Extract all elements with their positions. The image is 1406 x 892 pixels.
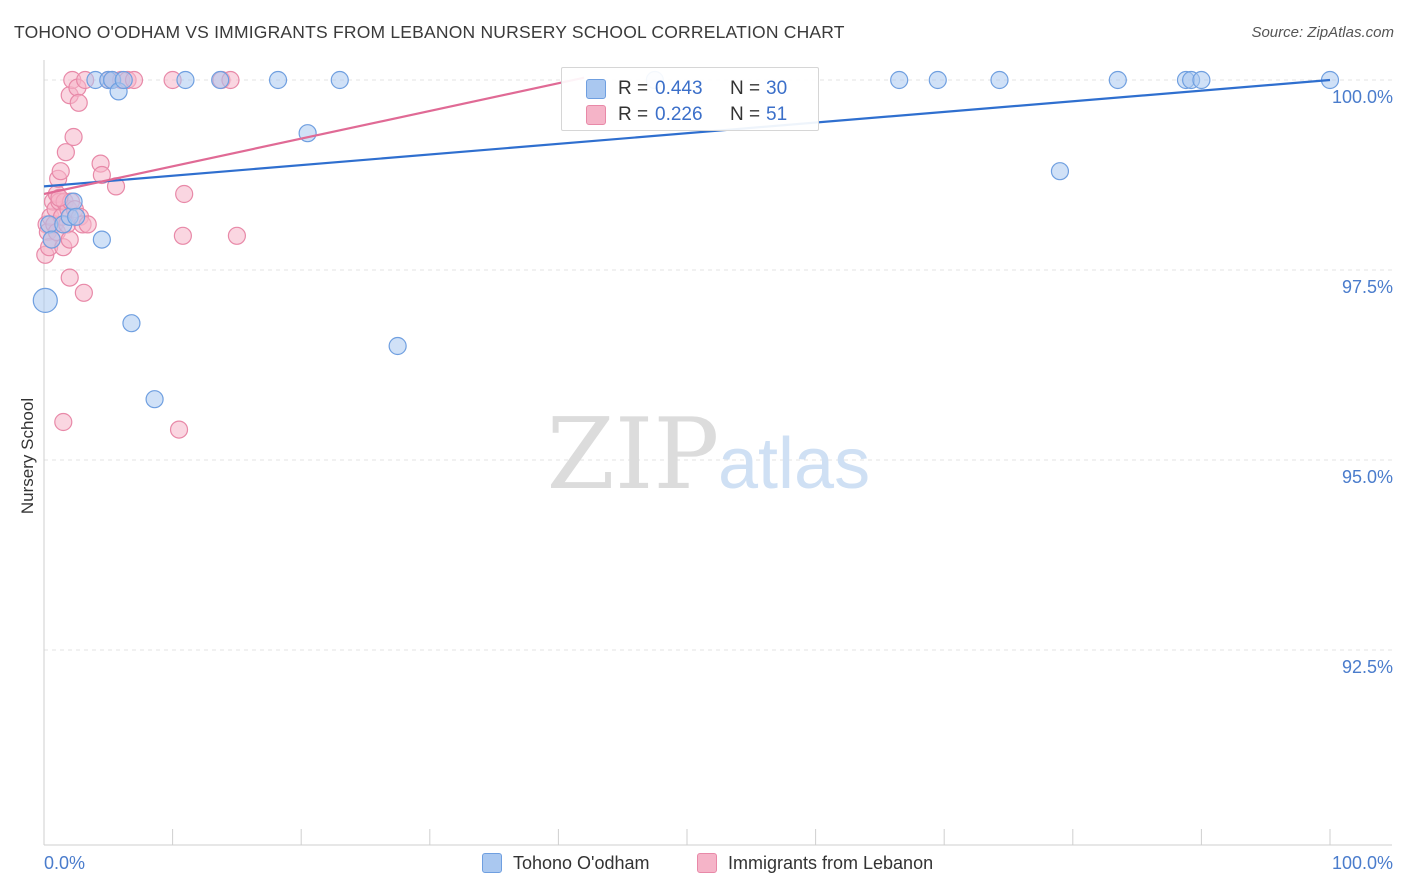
tohono-point[interactable]: [64, 192, 83, 211]
blue-swatch-icon: [482, 853, 502, 873]
tohono-point[interactable]: [122, 314, 141, 333]
tohono-point[interactable]: [145, 390, 164, 409]
y-tick-label: 95.0%: [1342, 467, 1393, 487]
tohono-point[interactable]: [388, 336, 407, 356]
r-value: 0.226: [655, 104, 703, 125]
tohono-point[interactable]: [1108, 70, 1127, 90]
source-credit: Source: ZipAtlas.com: [1251, 24, 1394, 41]
lebanon-point[interactable]: [227, 226, 246, 245]
tohono-trendline: [43, 78, 1331, 188]
lebanon-point[interactable]: [56, 143, 75, 162]
n-value: 51: [766, 104, 788, 125]
lebanon-point[interactable]: [173, 226, 192, 245]
lebanon-point[interactable]: [169, 420, 189, 439]
watermark-atlas: atlas: [718, 424, 870, 504]
blue-swatch-icon: [586, 79, 606, 99]
tohono-point[interactable]: [990, 70, 1009, 90]
tohono-point[interactable]: [928, 70, 947, 90]
r-label: R =: [618, 78, 649, 99]
tohono-point[interactable]: [42, 230, 61, 249]
tohono-point[interactable]: [114, 70, 133, 90]
y-tick-label: 100.0%: [1332, 87, 1393, 107]
lebanon-point[interactable]: [64, 127, 83, 147]
lebanon-point[interactable]: [92, 165, 111, 185]
lebanon-point[interactable]: [74, 283, 93, 302]
x-tick-label-min: 0.0%: [44, 853, 85, 873]
tohono-point[interactable]: [890, 70, 909, 90]
lebanon-point[interactable]: [60, 268, 79, 287]
chart-title: TOHONO O'ODHAM VS IMMIGRANTS FROM LEBANO…: [14, 22, 845, 42]
tohono-point[interactable]: [330, 70, 349, 90]
points-layer: [32, 70, 1340, 439]
tohono-point[interactable]: [176, 70, 195, 90]
lebanon-point[interactable]: [175, 184, 194, 204]
tohono-point[interactable]: [67, 207, 86, 226]
trend-layer: [43, 76, 1331, 196]
tohono-point[interactable]: [211, 70, 230, 90]
lebanon-point[interactable]: [54, 412, 73, 432]
lebanon-point[interactable]: [69, 93, 88, 112]
lebanon-point[interactable]: [51, 162, 70, 181]
pink-swatch-icon: [586, 105, 606, 125]
r-value: 0.443: [655, 78, 703, 99]
grid-layer: [44, 79, 1392, 651]
n-label: N =: [730, 78, 761, 99]
series-legend: Tohono O'odham Immigrants from Lebanon: [0, 852, 1406, 878]
y-tick-label: 97.5%: [1342, 277, 1393, 297]
r-label: R =: [618, 104, 649, 125]
watermark: ZIP atlas: [547, 398, 870, 512]
tohono-point[interactable]: [1050, 162, 1070, 181]
correlation-legend: R = 0.443 N = 30 R = 0.226 N = 51: [561, 67, 819, 131]
tohono-point[interactable]: [92, 230, 111, 249]
lebanon-point[interactable]: [60, 230, 79, 249]
legend-row-blue: R = 0.443 N = 30: [562, 76, 818, 104]
y-tick-label: 92.5%: [1342, 657, 1393, 677]
tohono-point[interactable]: [32, 287, 58, 313]
tick-label-layer: 92.5% 95.0% 97.5% 100.0% 0.0% 100.0%: [44, 87, 1393, 873]
tohono-point[interactable]: [268, 70, 288, 90]
pink-swatch-icon: [697, 853, 717, 873]
tohono-point[interactable]: [1192, 70, 1211, 90]
n-value: 30: [766, 78, 788, 99]
legend-label: Tohono O'odham: [513, 853, 650, 873]
legend-label: Immigrants from Lebanon: [728, 853, 934, 873]
x-tick-label-max: 100.0%: [1332, 853, 1393, 873]
lebanon-trendline: [43, 76, 585, 196]
n-label: N =: [730, 104, 761, 125]
watermark-zip: ZIP: [547, 398, 720, 512]
legend-row-pink: R = 0.226 N = 51: [562, 102, 818, 130]
axes-layer: [43, 60, 1392, 846]
